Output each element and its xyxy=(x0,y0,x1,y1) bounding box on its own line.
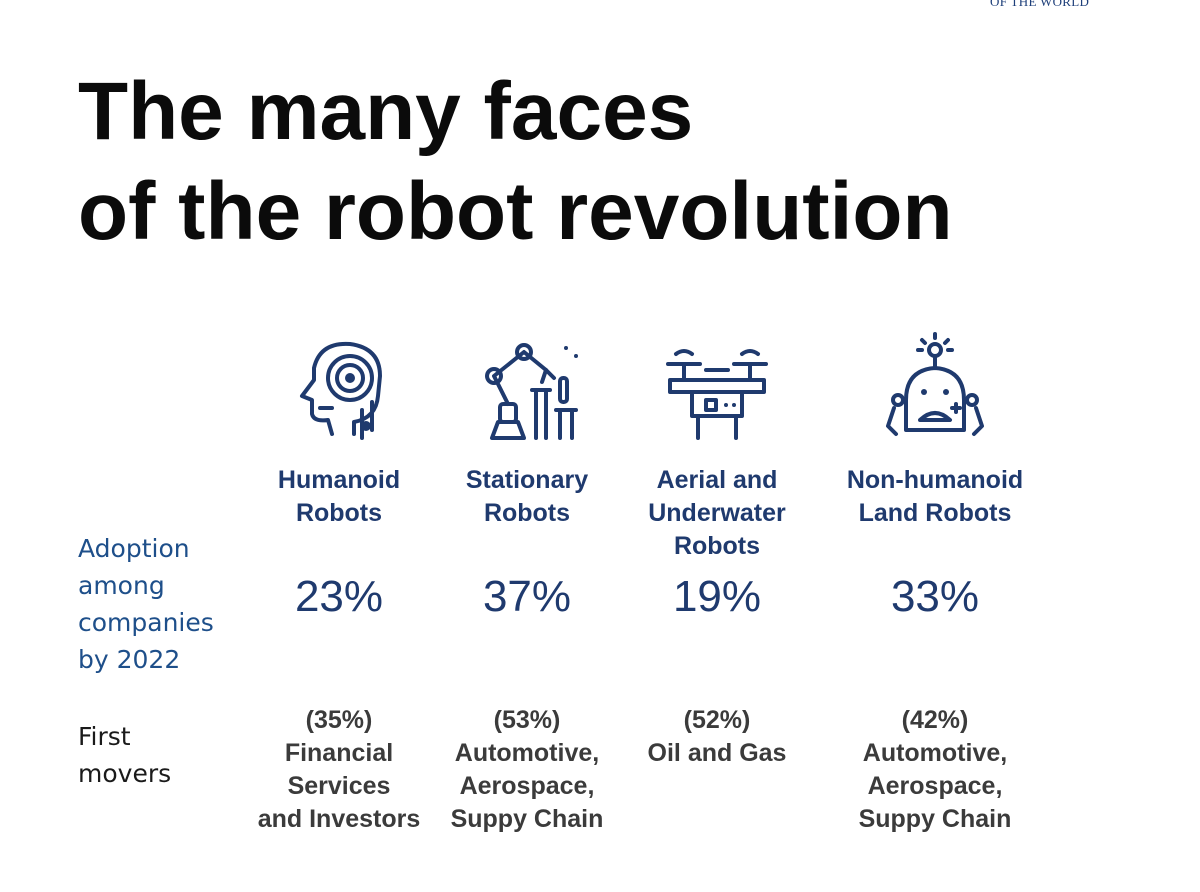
first-mover-percent: (52%) xyxy=(683,706,751,734)
adoption-value: 37% xyxy=(482,572,572,621)
first-mover-industry: Automotive, Aerospace, Suppy Chain xyxy=(858,739,1012,833)
adoption-value: 33% xyxy=(890,572,980,621)
humanoid-head-icon xyxy=(300,341,382,440)
category-name: Aerial and Underwater Robots xyxy=(648,466,786,560)
first-mover-percent: (53%) xyxy=(493,706,561,734)
category-name: Stationary Robots xyxy=(465,466,589,527)
category-name: Non-humanoid Land Robots xyxy=(846,466,1024,527)
first-movers-row-label: First movers xyxy=(78,722,172,788)
title-line-2: of the robot revolution xyxy=(78,166,953,257)
publisher-logo: OF THE WORLD xyxy=(990,0,1090,9)
adoption-value: 23% xyxy=(294,572,384,621)
first-mover-industry: Financial Services and Investors xyxy=(257,739,421,833)
category-name: Humanoid Robots xyxy=(277,466,401,527)
land-robot-icon xyxy=(886,332,984,436)
title-line-1: The many faces xyxy=(78,66,694,157)
first-mover-industry: Automotive, Aerospace, Suppy Chain xyxy=(450,739,604,833)
drone-icon xyxy=(666,349,768,440)
robotic-arm-icon xyxy=(485,343,578,440)
first-mover-percent: (42%) xyxy=(901,706,969,734)
adoption-row-label: Adoption among companies by 2022 xyxy=(78,534,214,674)
first-mover-percent: (35%) xyxy=(305,706,373,734)
column-stationary-robots: Stationary Robots 37% (53%) Automotive, … xyxy=(422,330,632,833)
column-aerial-underwater-robots: Aerial and Underwater Robots 19% (52%) O… xyxy=(612,330,822,767)
first-mover-industry: Oil and Gas xyxy=(647,739,787,767)
column-humanoid-robots: Humanoid Robots 23% (35%) Financial Serv… xyxy=(234,330,444,833)
page-title: The many faces of the robot revolution xyxy=(78,62,1078,262)
column-non-humanoid-land-robots: Non-humanoid Land Robots 33% (42%) Autom… xyxy=(830,330,1040,833)
adoption-value: 19% xyxy=(672,572,762,621)
